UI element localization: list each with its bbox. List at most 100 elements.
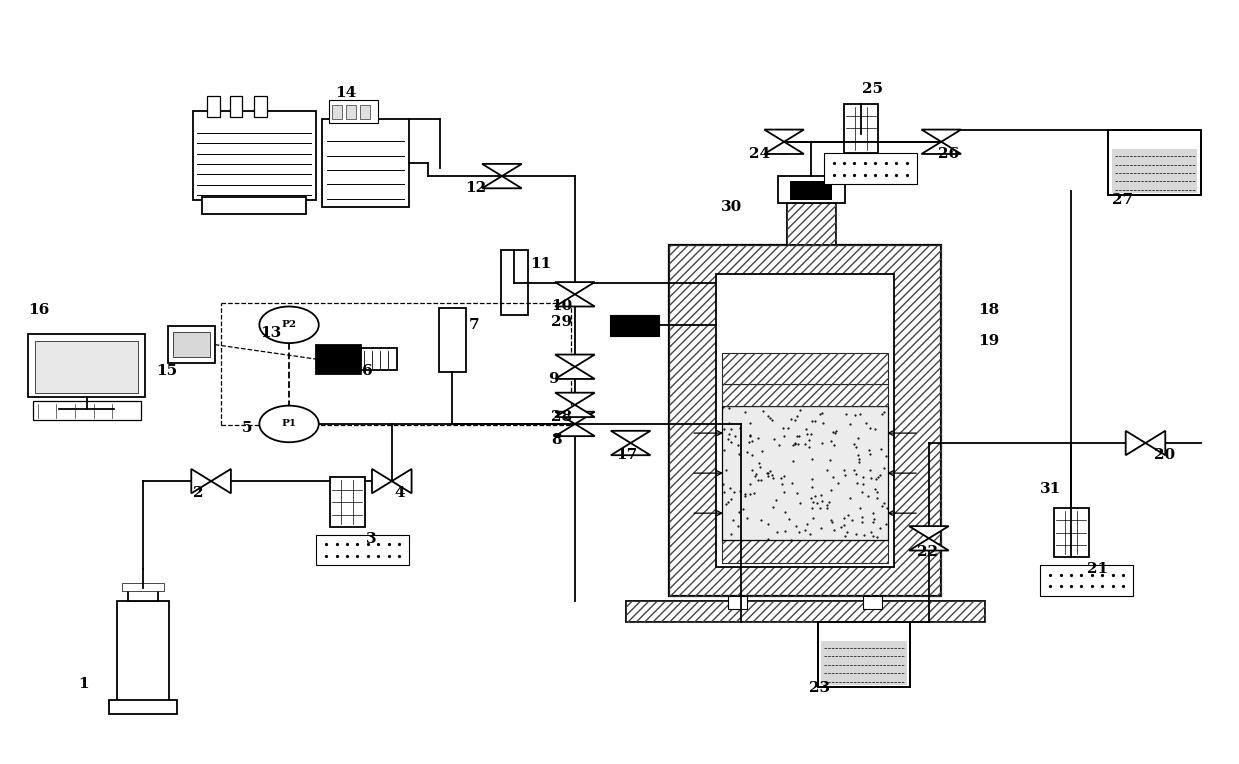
Bar	[778, 176, 845, 202]
Text: 4: 4	[394, 486, 405, 500]
Text: 27: 27	[1113, 193, 1134, 206]
Text: 22: 22	[917, 545, 938, 559]
Bar	[192, 112, 316, 200]
Text: 28: 28	[551, 410, 572, 424]
Polygon shape	[191, 469, 211, 494]
Bar	[254, 96, 266, 118]
Bar	[316, 345, 361, 374]
Bar	[716, 274, 895, 567]
Text: P2: P2	[281, 320, 296, 329]
Bar	[36, 341, 138, 393]
Bar	[359, 105, 369, 119]
Bar	[316, 535, 409, 565]
Bar	[501, 251, 528, 316]
Text: 2: 2	[192, 486, 203, 500]
Polygon shape	[555, 294, 595, 306]
Polygon shape	[611, 431, 650, 443]
Bar	[172, 332, 209, 357]
Bar	[824, 154, 917, 183]
Polygon shape	[909, 539, 949, 551]
Text: 15: 15	[156, 364, 177, 378]
Text: 17: 17	[616, 448, 637, 462]
Circle shape	[259, 406, 318, 442]
Bar	[1113, 149, 1197, 193]
Bar	[439, 308, 466, 373]
Text: 8: 8	[551, 433, 563, 447]
Polygon shape	[555, 424, 595, 436]
Bar	[1054, 508, 1089, 558]
Text: 26: 26	[938, 147, 959, 161]
Text: 5: 5	[242, 422, 253, 435]
Polygon shape	[555, 282, 595, 294]
Bar	[1041, 565, 1134, 595]
Polygon shape	[764, 142, 804, 154]
Bar	[669, 244, 942, 595]
Polygon shape	[555, 393, 595, 405]
Bar	[167, 326, 214, 363]
Bar	[722, 384, 888, 406]
Polygon shape	[764, 130, 804, 142]
Text: 23: 23	[809, 681, 830, 694]
Text: 31: 31	[1041, 482, 1062, 497]
Bar	[722, 384, 888, 406]
Polygon shape	[482, 176, 522, 188]
Bar	[722, 353, 888, 384]
Polygon shape	[211, 469, 230, 494]
Text: 20: 20	[1155, 448, 1176, 462]
Polygon shape	[909, 526, 949, 539]
Bar	[332, 105, 342, 119]
Bar	[1109, 131, 1201, 195]
Bar	[202, 197, 306, 214]
Text: 1: 1	[78, 677, 89, 691]
Bar	[109, 700, 177, 714]
Polygon shape	[555, 367, 595, 379]
Polygon shape	[555, 354, 595, 367]
Bar	[28, 334, 145, 397]
Text: 13: 13	[260, 326, 281, 340]
Bar	[626, 601, 985, 622]
Text: 3: 3	[366, 532, 377, 546]
Bar	[361, 348, 396, 370]
Text: 30: 30	[721, 200, 742, 214]
Polygon shape	[1146, 431, 1166, 455]
Text: 16: 16	[28, 303, 50, 317]
Polygon shape	[611, 443, 650, 455]
Polygon shape	[392, 469, 411, 494]
Bar	[123, 583, 164, 591]
Polygon shape	[555, 405, 595, 417]
Text: 24: 24	[750, 147, 771, 161]
Bar	[229, 96, 242, 118]
Text: 12: 12	[465, 181, 486, 195]
Bar	[330, 478, 364, 527]
Bar	[787, 202, 836, 244]
Bar	[722, 406, 888, 540]
Bar	[207, 96, 219, 118]
Bar	[33, 401, 140, 420]
Text: 7: 7	[468, 319, 479, 332]
Bar	[116, 601, 169, 702]
Bar	[729, 595, 747, 609]
Bar	[626, 601, 985, 622]
Bar	[322, 119, 409, 206]
Text: 10: 10	[551, 299, 572, 313]
Text: 25: 25	[862, 82, 883, 96]
Polygon shape	[555, 412, 595, 424]
Text: 6: 6	[362, 364, 373, 378]
Text: 11: 11	[530, 257, 551, 271]
Polygon shape	[922, 130, 961, 142]
Bar	[328, 100, 378, 123]
Text: 14: 14	[335, 86, 356, 100]
Bar	[346, 105, 356, 119]
Text: 19: 19	[979, 334, 1000, 348]
Bar	[722, 353, 888, 384]
Bar	[818, 622, 911, 687]
Text: 18: 18	[979, 303, 1000, 317]
Polygon shape	[922, 142, 961, 154]
Bar	[1109, 131, 1201, 195]
Polygon shape	[372, 469, 392, 494]
Bar	[722, 540, 888, 563]
Bar	[790, 180, 833, 199]
Text: 9: 9	[548, 372, 559, 386]
Text: 21: 21	[1088, 562, 1109, 577]
Bar	[129, 588, 157, 601]
